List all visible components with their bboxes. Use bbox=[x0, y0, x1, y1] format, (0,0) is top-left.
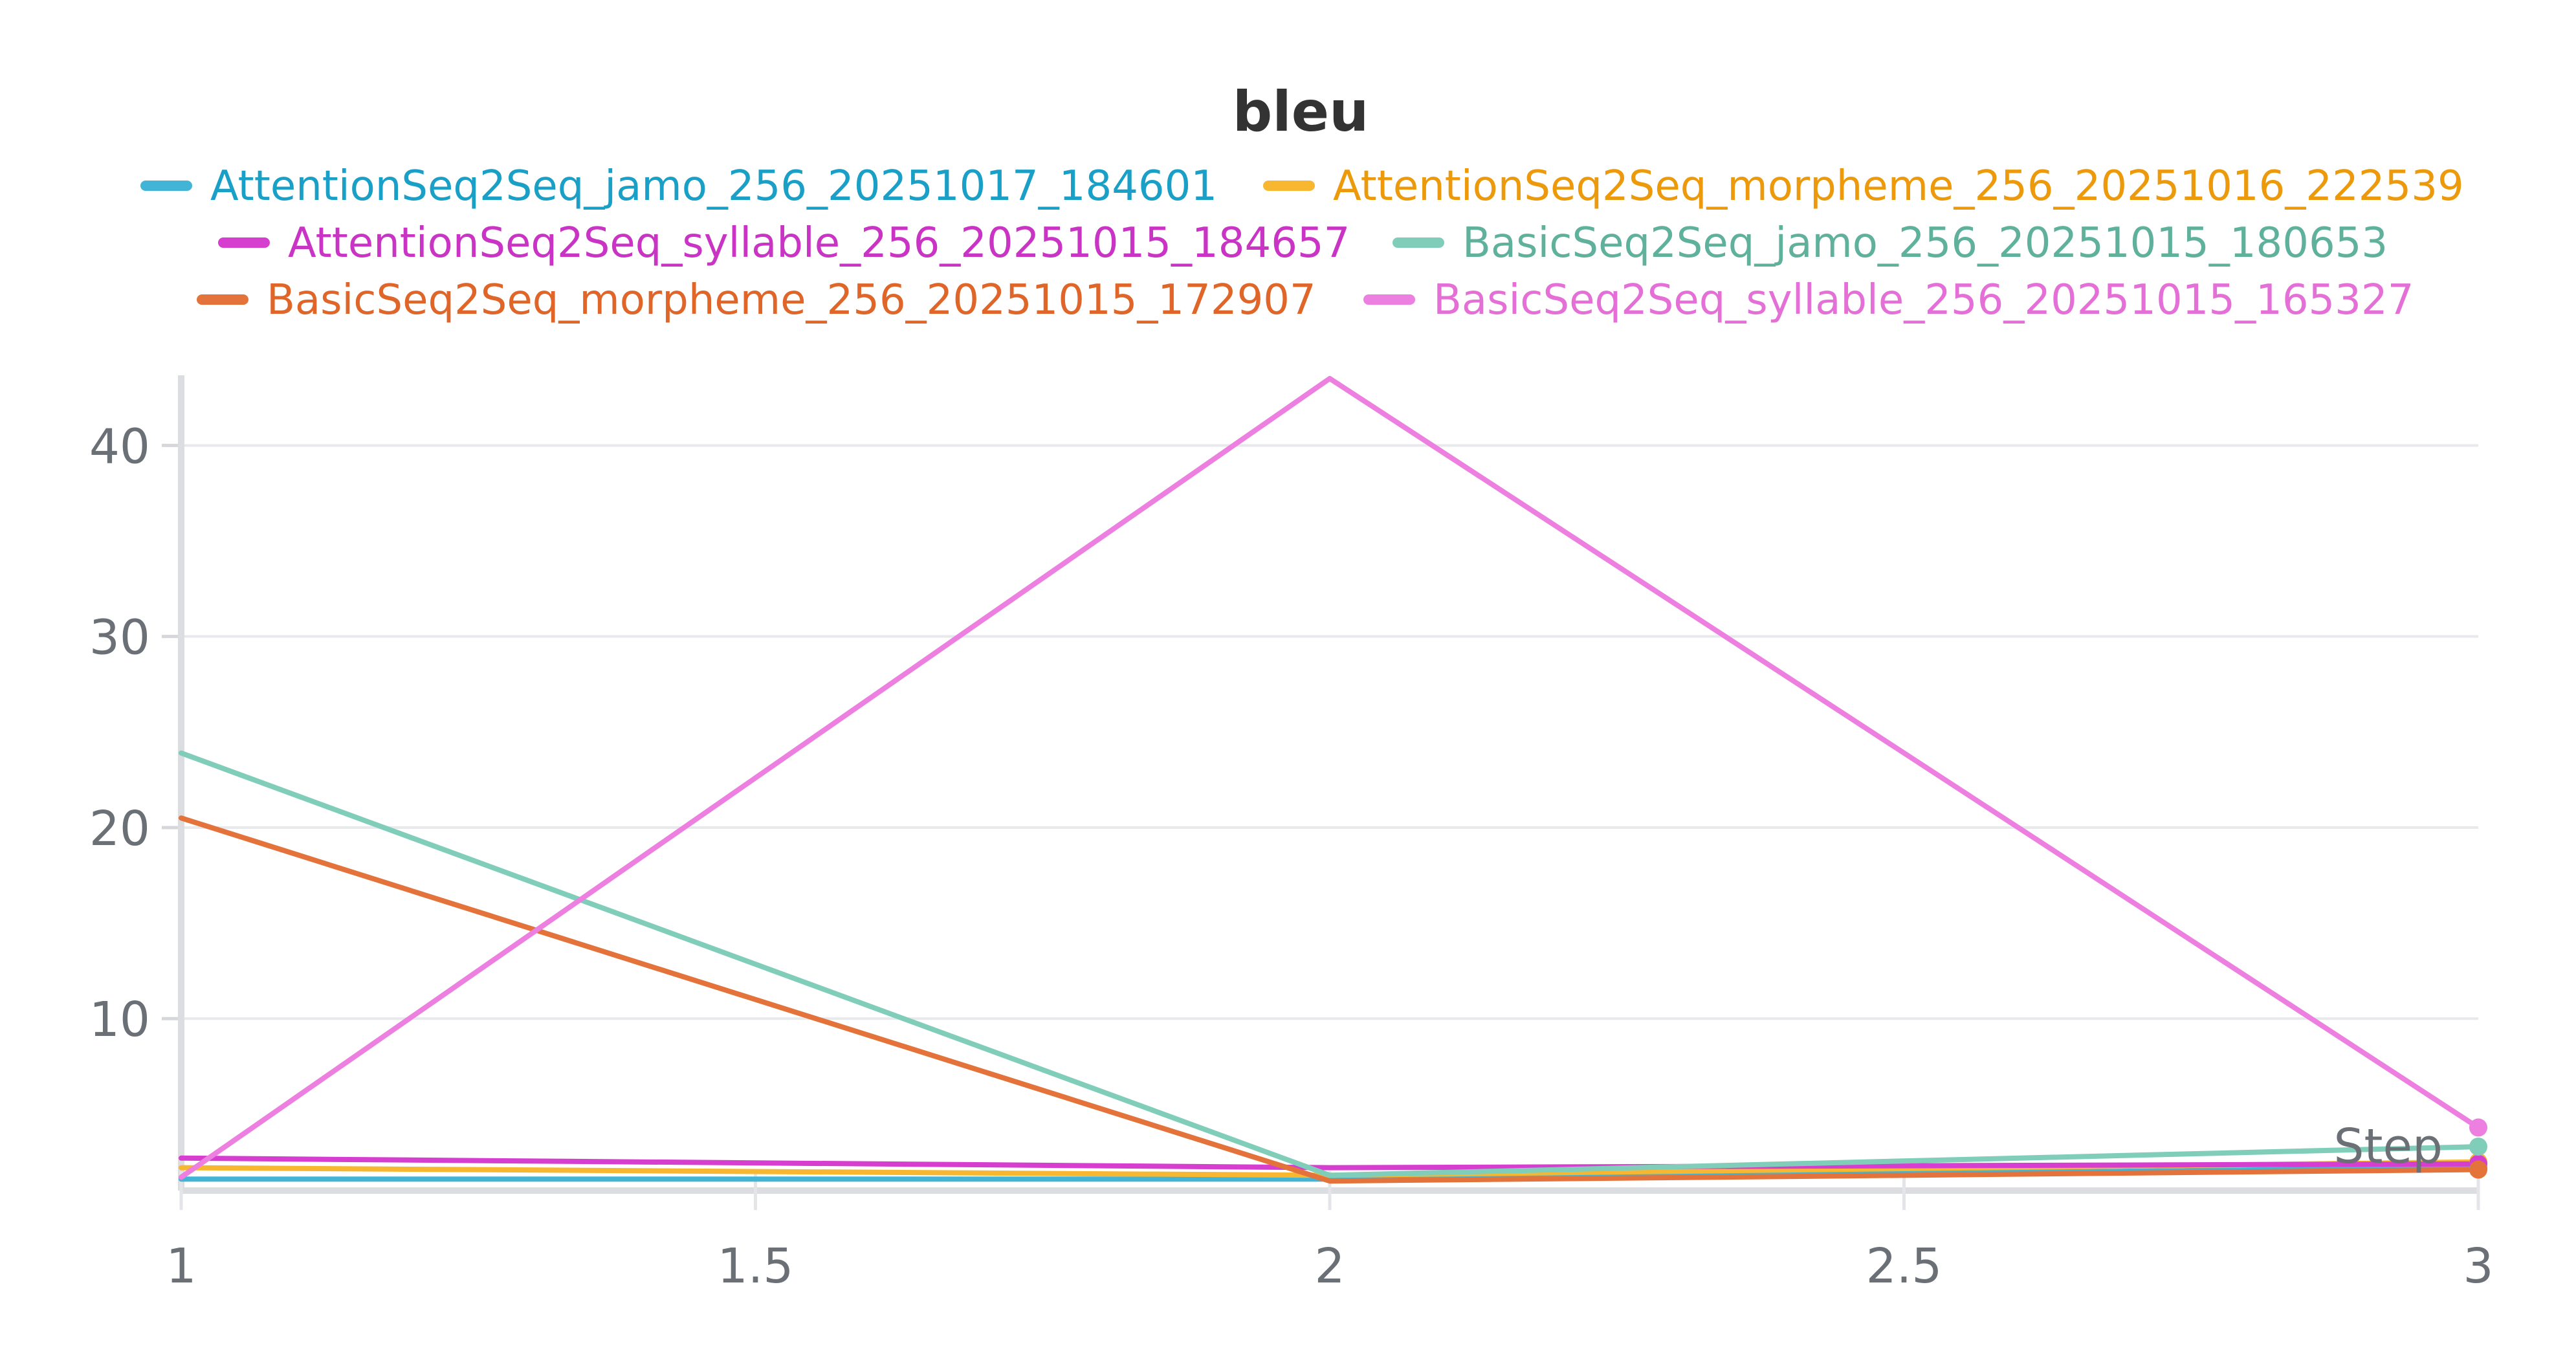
grid-lines bbox=[181, 444, 2478, 1020]
series-line[interactable] bbox=[179, 376, 2481, 1180]
legend-label: BasicSeq2Seq_jamo_256_20251015_180653 bbox=[1462, 219, 2388, 267]
y-tick-label: 20 bbox=[89, 801, 150, 857]
series-line[interactable] bbox=[179, 750, 2481, 1178]
series-end-point[interactable] bbox=[2469, 1138, 2487, 1156]
series-line[interactable] bbox=[179, 1155, 2481, 1171]
legend-item[interactable]: BasicSeq2Seq_jamo_256_20251015_180653 bbox=[1393, 219, 2388, 267]
y-tick-label: 30 bbox=[89, 610, 150, 666]
chart-title: bleu bbox=[1233, 80, 1369, 144]
x-tick-label: 1 bbox=[166, 1238, 196, 1294]
y-tick-label: 10 bbox=[89, 992, 150, 1048]
x-tick-label: 3 bbox=[2463, 1238, 2493, 1294]
axes: 10 20 30 40 1 1.5 2 2.5 3 bbox=[89, 375, 2494, 1294]
legend-label: AttentionSeq2Seq_syllable_256_20251015_1… bbox=[288, 219, 1350, 267]
x-tick-label: 2.5 bbox=[1866, 1238, 1943, 1294]
legend-item[interactable]: AttentionSeq2Seq_morpheme_256_20251016_2… bbox=[1263, 162, 2464, 210]
legend-label: AttentionSeq2Seq_jamo_256_20251017_18460… bbox=[210, 162, 1217, 210]
series-layer bbox=[179, 376, 2487, 1184]
series-end-point[interactable] bbox=[2469, 1160, 2487, 1179]
legend-item[interactable]: BasicSeq2Seq_syllable_256_20251015_16532… bbox=[1363, 276, 2414, 324]
series-end-point[interactable] bbox=[2469, 1118, 2487, 1137]
legend: AttentionSeq2Seq_jamo_256_20251017_18460… bbox=[140, 162, 2464, 324]
legend-item[interactable]: AttentionSeq2Seq_jamo_256_20251017_18460… bbox=[140, 162, 1217, 210]
x-tick-label: 1.5 bbox=[718, 1238, 794, 1294]
legend-label: BasicSeq2Seq_syllable_256_20251015_16532… bbox=[1433, 276, 2414, 324]
legend-label: BasicSeq2Seq_morpheme_256_20251015_17290… bbox=[267, 276, 1316, 324]
legend-label: AttentionSeq2Seq_morpheme_256_20251016_2… bbox=[1333, 162, 2464, 210]
legend-item[interactable]: BasicSeq2Seq_morpheme_256_20251015_17290… bbox=[197, 276, 1316, 324]
series-line[interactable] bbox=[179, 815, 2481, 1184]
x-axis-title: Step bbox=[2334, 1119, 2443, 1174]
y-tick-label: 40 bbox=[89, 419, 150, 474]
legend-item[interactable]: AttentionSeq2Seq_syllable_256_20251015_1… bbox=[218, 219, 1350, 267]
x-tick-label: 2 bbox=[1314, 1238, 1345, 1294]
